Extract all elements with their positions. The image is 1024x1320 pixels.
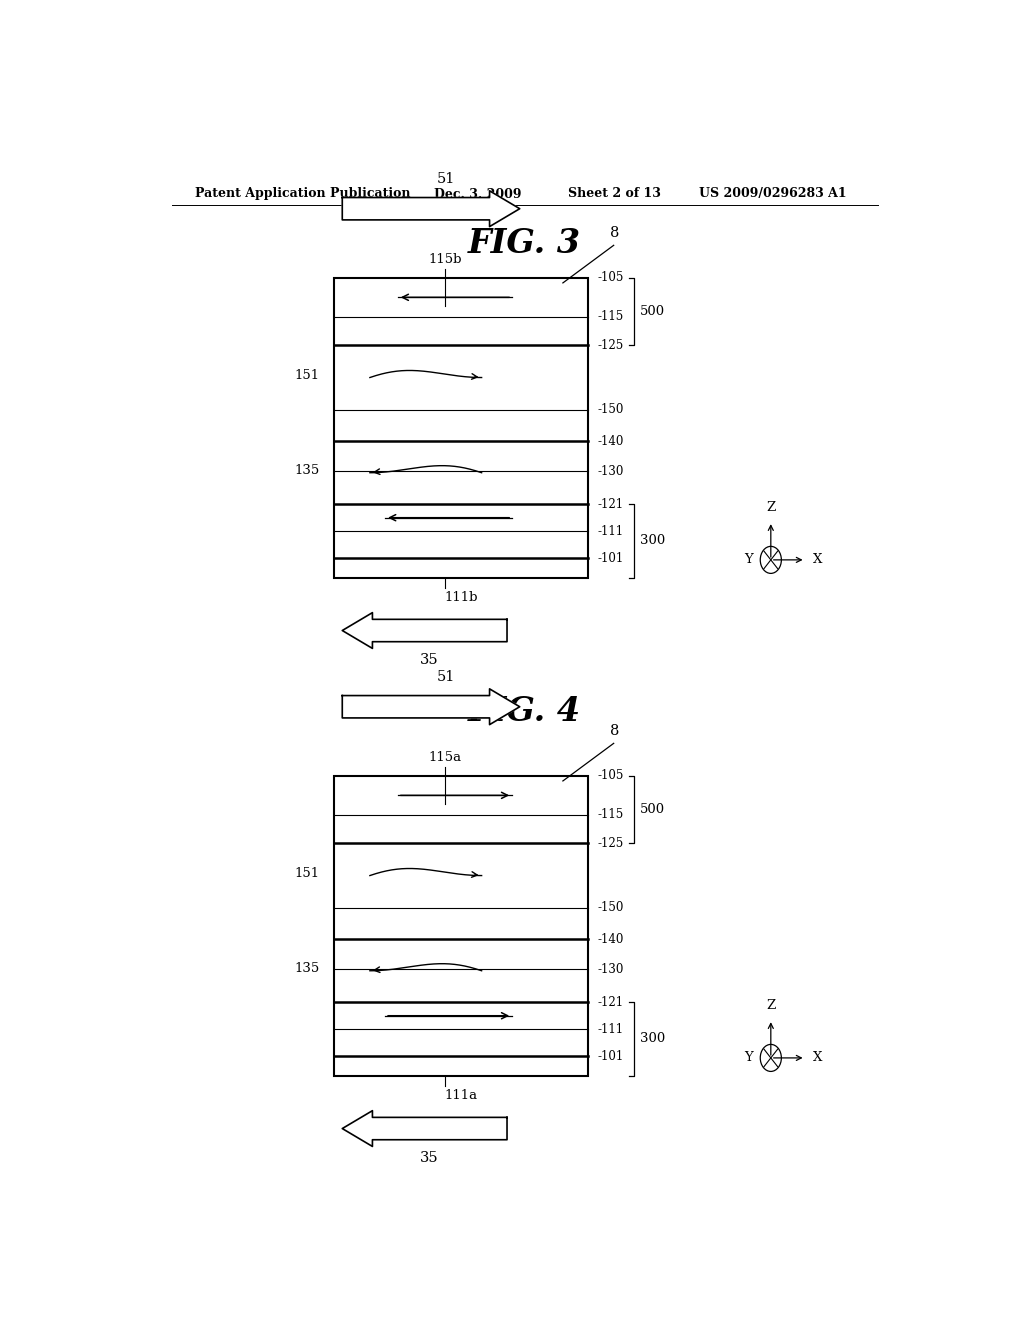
Text: -140: -140: [598, 434, 625, 447]
Text: -150: -150: [598, 902, 625, 915]
Text: -115: -115: [598, 310, 624, 323]
Polygon shape: [342, 1110, 507, 1147]
Text: 300: 300: [640, 535, 666, 548]
Text: 51: 51: [436, 671, 455, 684]
Text: 135: 135: [295, 962, 321, 975]
Text: -125: -125: [598, 837, 624, 850]
Text: -101: -101: [598, 1049, 624, 1063]
Text: -105: -105: [598, 770, 625, 783]
Text: 111b: 111b: [444, 591, 478, 603]
Text: Z: Z: [766, 502, 775, 515]
Text: 8: 8: [609, 725, 620, 738]
Bar: [334, 776, 588, 1076]
Text: -101: -101: [598, 552, 624, 565]
Text: FIG. 3: FIG. 3: [468, 227, 582, 260]
Text: 51: 51: [436, 173, 455, 186]
Text: 111a: 111a: [444, 1089, 478, 1102]
Polygon shape: [342, 191, 520, 227]
Text: Dec. 3, 2009: Dec. 3, 2009: [433, 187, 521, 201]
Text: Y: Y: [744, 1052, 753, 1064]
Text: Sheet 2 of 13: Sheet 2 of 13: [568, 187, 662, 201]
Text: 35: 35: [420, 1151, 439, 1166]
Text: X: X: [813, 1052, 822, 1064]
Text: 151: 151: [295, 370, 321, 381]
Text: 300: 300: [640, 1032, 666, 1045]
Text: FIG. 4: FIG. 4: [468, 694, 582, 727]
Text: US 2009/0296283 A1: US 2009/0296283 A1: [699, 187, 847, 201]
Text: -111: -111: [598, 1023, 624, 1036]
Polygon shape: [342, 689, 520, 725]
Text: Patent Application Publication: Patent Application Publication: [196, 187, 411, 201]
Text: -121: -121: [598, 498, 624, 511]
Text: 8: 8: [609, 226, 620, 240]
Text: -105: -105: [598, 272, 625, 284]
Text: 115b: 115b: [429, 252, 462, 265]
Text: X: X: [813, 553, 822, 566]
Bar: [334, 277, 588, 578]
Text: -130: -130: [598, 962, 625, 975]
Text: -130: -130: [598, 465, 625, 478]
Text: -111: -111: [598, 524, 624, 537]
Polygon shape: [342, 612, 507, 648]
Text: 500: 500: [640, 305, 665, 318]
Text: 151: 151: [295, 867, 321, 880]
Text: Z: Z: [766, 999, 775, 1012]
Text: -150: -150: [598, 403, 625, 416]
Text: -115: -115: [598, 808, 624, 821]
Text: Y: Y: [744, 553, 753, 566]
Text: 35: 35: [420, 653, 439, 667]
Text: -140: -140: [598, 933, 625, 945]
Text: -121: -121: [598, 995, 624, 1008]
Text: 115a: 115a: [429, 751, 462, 764]
Text: -125: -125: [598, 339, 624, 352]
Text: 500: 500: [640, 803, 665, 816]
Text: 135: 135: [295, 465, 321, 478]
